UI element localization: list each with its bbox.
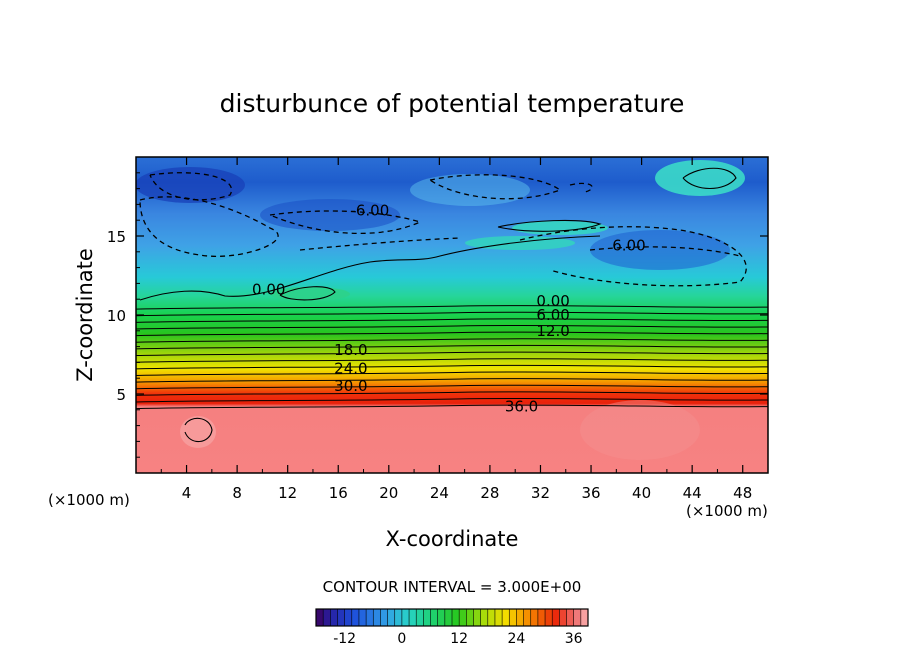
colorbar-cell: [494, 609, 503, 626]
colorbar-cell: [459, 609, 467, 626]
contour-label: 6.00: [536, 306, 569, 324]
contour-line: [136, 358, 768, 363]
colorbar-cell: [452, 609, 460, 626]
contour-lines: [136, 305, 768, 410]
colorbar-cell: [516, 609, 525, 626]
x-tick-label: 28: [480, 484, 499, 502]
colorbar-cell: [416, 609, 424, 626]
contour-line: [136, 331, 768, 337]
colorbar-tick-label: 36: [565, 631, 583, 647]
colorbar-cell: [545, 609, 553, 626]
colorbar-cell: [523, 609, 532, 626]
x-tick-label: 12: [278, 484, 297, 502]
colorbar-cell: [487, 609, 496, 626]
x-axis-label: X-coordinate: [386, 527, 519, 551]
colorbar-cell: [394, 609, 403, 626]
y-tick-label: 15: [107, 228, 126, 246]
y-tick-label: 5: [116, 386, 126, 404]
contour-line: [136, 397, 768, 403]
contour-line: [136, 324, 768, 330]
colorbar-frame: [315, 608, 589, 627]
colorbar-cell: [509, 609, 517, 626]
contour-line: [136, 338, 768, 343]
x-tick-label: 44: [683, 484, 702, 502]
x-tick-label: 24: [430, 484, 449, 502]
x-tick-label: 8: [232, 484, 242, 502]
colorbar-tick-label: 0: [397, 631, 406, 647]
colorbar-tick-label: 24: [508, 631, 526, 647]
y-axis: 5 10 15: [107, 172, 768, 458]
y-tick-label: 10: [107, 307, 126, 325]
colorbar-cell: [337, 609, 346, 626]
contour-line: [136, 384, 768, 390]
colorbar-cell: [573, 609, 582, 626]
x-tick-label: 40: [632, 484, 651, 502]
x-tick-label: 4: [182, 484, 192, 502]
colorbar-cell: [351, 609, 360, 626]
contour-label: 0.00: [536, 292, 569, 310]
contour-interval: CONTOUR INTERVAL = 3.000E+00: [323, 578, 582, 596]
colorbar-cell: [423, 609, 432, 626]
contour-label: 36.0: [505, 398, 538, 416]
colorbar-cell: [473, 609, 482, 626]
negative-contours: [139, 172, 747, 287]
colorbar: -12 0 12 24 36: [315, 608, 589, 647]
colorbar-cell: [466, 609, 474, 626]
x-unit-note-left: (×1000 m): [48, 491, 130, 509]
contour-line: [136, 311, 768, 317]
contour-line: [136, 378, 768, 383]
colorbar-cell: [358, 609, 367, 626]
colorbar-cell: [344, 609, 353, 626]
contour-line: [136, 344, 768, 350]
colorbar-cell: [444, 609, 453, 626]
x-tick-label: 32: [531, 484, 550, 502]
x-unit-note-right: (×1000 m): [686, 502, 768, 520]
contour-label: 24.0: [334, 360, 367, 378]
colorbar-cell: [480, 609, 489, 626]
plot-area: -6.006.000.000.006.0012.018.024.030.036.…: [136, 157, 768, 473]
contour-label: 0.00: [252, 281, 285, 299]
contour-line: [136, 318, 768, 323]
colorbar-cell: [409, 609, 417, 626]
colorbar-cell: [380, 609, 389, 626]
colorbar-cell: [387, 609, 396, 626]
colorbar-cell: [580, 609, 589, 626]
contour-line: [136, 371, 768, 376]
colorbar-cell: [566, 609, 575, 626]
colorbar-cell: [323, 609, 331, 626]
colorbar-cell: [316, 609, 324, 626]
contour-label: 12.0: [536, 322, 569, 340]
colorbar-cell: [401, 609, 410, 626]
chart-title: disturbunce of potential temperature: [220, 89, 685, 118]
contour-label: 18.0: [334, 341, 367, 359]
contour-line: [136, 351, 768, 357]
contour-label: 30.0: [334, 377, 367, 395]
y-axis-label: Z-coordinate: [73, 248, 97, 382]
contour-line: [136, 404, 768, 410]
contour-line: [136, 391, 768, 396]
x-axis: 4 8 12 16 20 24 28 32 36 40 44 48: [160, 157, 752, 502]
colorbar-cell: [330, 609, 338, 626]
colorbar-cell: [437, 609, 446, 626]
x-tick-label: 36: [581, 484, 600, 502]
x-tick-label: 16: [329, 484, 348, 502]
x-tick-label: 20: [379, 484, 398, 502]
colorbar-tick-label: 12: [450, 631, 468, 647]
contour-line: [136, 364, 768, 370]
temperature-field: [136, 157, 768, 473]
colorbar-cell: [552, 609, 560, 626]
contour-line: [136, 305, 768, 310]
colorbar-cell: [530, 609, 539, 626]
colorbar-tick-label: -12: [333, 631, 356, 647]
contour-label: 6.00: [612, 236, 645, 254]
colorbar-cell: [537, 609, 546, 626]
colorbar-cell: [502, 609, 510, 626]
x-tick-label: 48: [733, 484, 752, 502]
colorbar-cell: [373, 609, 381, 626]
colorbar-cell: [430, 609, 439, 626]
contour-label: -6.00: [350, 202, 389, 220]
colorbar-cell: [559, 609, 568, 626]
colorbar-cell: [366, 609, 374, 626]
